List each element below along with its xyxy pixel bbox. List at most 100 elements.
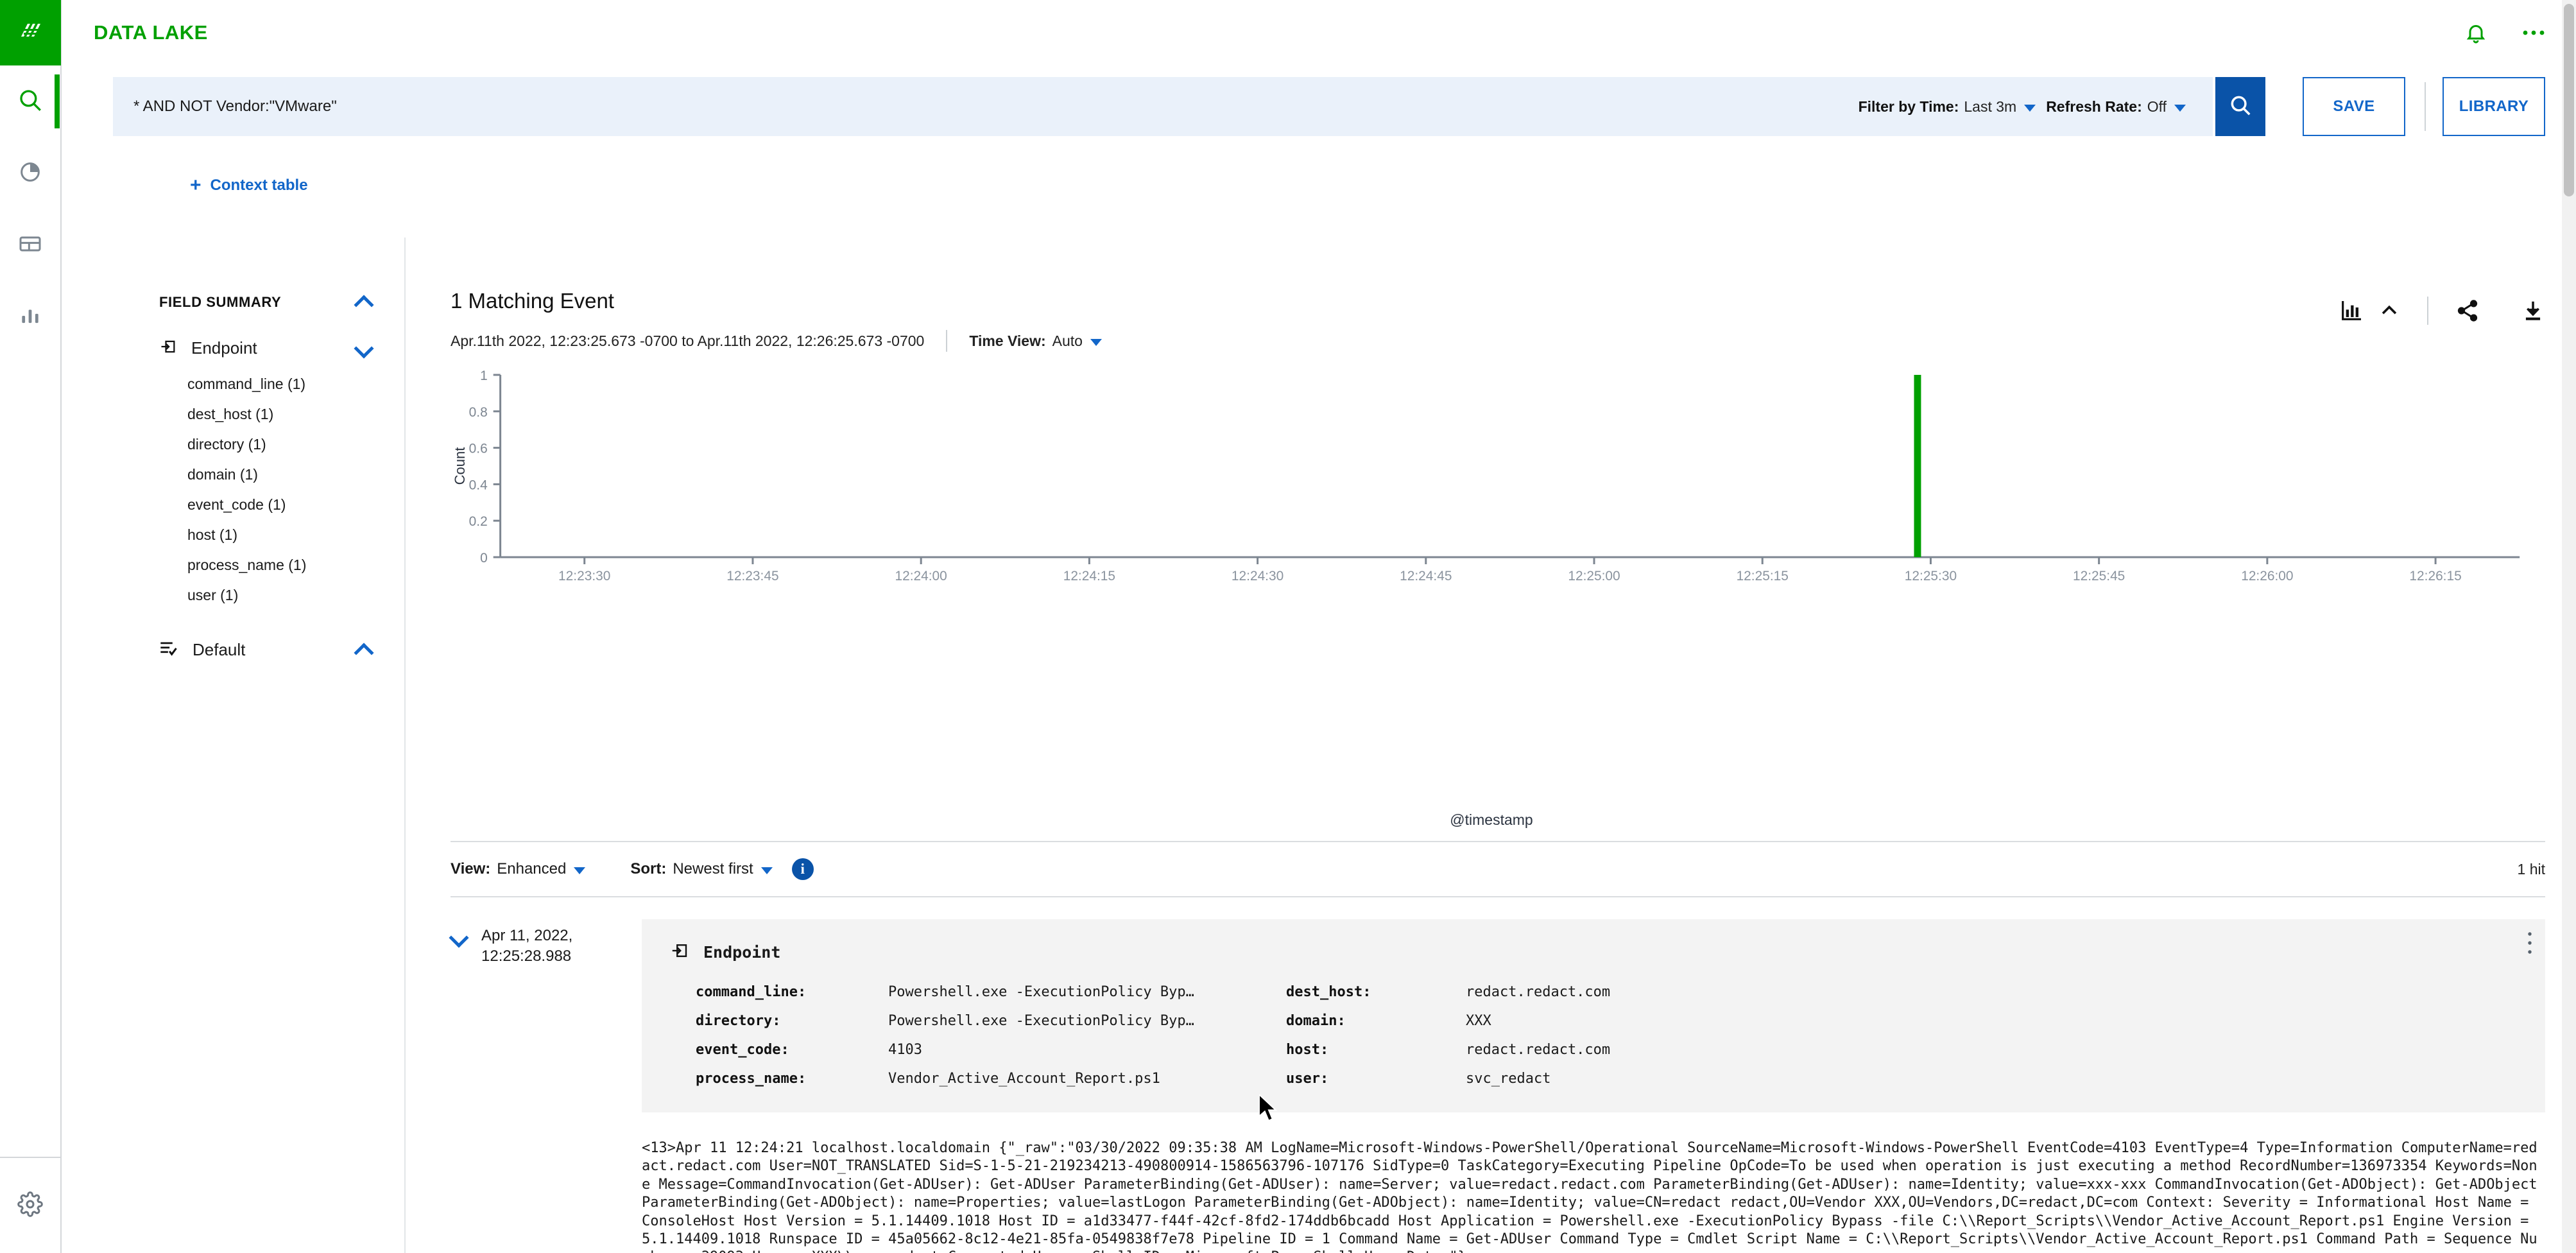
refresh-rate-label: Refresh Rate: xyxy=(2046,98,2142,115)
field-key: domain: xyxy=(1286,1013,1346,1029)
sidebar-item-search[interactable] xyxy=(0,65,61,137)
sidebar-item-dashboards[interactable] xyxy=(0,209,61,281)
divider xyxy=(2427,297,2428,325)
svg-text:12:24:45: 12:24:45 xyxy=(1400,569,1452,580)
svg-text:0.6: 0.6 xyxy=(469,442,488,456)
endpoint-icon xyxy=(159,338,177,359)
field-value: Vendor_Active_Account_Report.ps1 xyxy=(888,1071,1160,1087)
svg-text:12:25:30: 12:25:30 xyxy=(1905,569,1957,580)
time-view-value[interactable]: Auto xyxy=(1052,332,1083,349)
save-button[interactable]: SAVE xyxy=(2303,77,2405,136)
list-item[interactable]: command_line (1) xyxy=(187,376,306,392)
chevron-down-icon[interactable] xyxy=(2024,104,2036,112)
time-filter-group: Filter by Time: Last 3m Refresh Rate: Of… xyxy=(1858,77,2213,136)
field-value: redact.redact.com xyxy=(1466,984,1611,1000)
chart-toolbar xyxy=(2339,289,2545,325)
event-timestamp: Apr 11, 2022, 12:25:28.988 xyxy=(481,926,642,967)
sidebar-item-analytics[interactable] xyxy=(0,137,61,209)
app-header: DATA LAKE xyxy=(62,0,2576,65)
field-value: 4103 xyxy=(888,1042,922,1058)
view-value[interactable]: Enhanced xyxy=(497,860,567,877)
plus-icon: + xyxy=(190,175,202,196)
field-key: directory: xyxy=(696,1013,781,1029)
bell-icon[interactable] xyxy=(2464,21,2487,44)
field-key: dest_host: xyxy=(1286,984,1371,1000)
app-logo-icon xyxy=(16,17,44,49)
scrollbar-thumb[interactable] xyxy=(2564,4,2574,196)
app-logo[interactable] xyxy=(0,0,61,65)
chevron-up-icon[interactable] xyxy=(356,642,372,659)
sidebar-item-settings[interactable] xyxy=(0,1157,61,1253)
field-key: host: xyxy=(1286,1042,1329,1058)
event-timestamp-col: Apr 11, 2022, 12:25:28.988 xyxy=(451,919,642,1253)
view-label: View: xyxy=(451,860,491,877)
filter-by-time-label: Filter by Time: xyxy=(1858,98,1959,115)
chevron-down-icon[interactable] xyxy=(1090,338,1102,346)
chevron-up-icon[interactable] xyxy=(2378,300,2400,322)
event-card-title: Endpoint xyxy=(703,943,781,962)
context-table-label: Context table xyxy=(210,177,308,194)
list-item[interactable]: event_code (1) xyxy=(187,496,286,513)
time-range-row: Apr.11th 2022, 12:23:25.673 -0700 to Apr… xyxy=(451,330,1112,352)
list-item[interactable]: process_name (1) xyxy=(187,557,307,573)
chevron-down-icon[interactable] xyxy=(356,340,372,357)
chevron-down-icon[interactable] xyxy=(451,929,467,946)
search-icon xyxy=(17,87,44,117)
svg-text:0.4: 0.4 xyxy=(469,478,488,492)
field-key: process_name: xyxy=(696,1071,807,1087)
list-item[interactable]: host (1) xyxy=(187,526,237,543)
info-icon[interactable]: i xyxy=(791,858,814,880)
more-vertical-icon[interactable] xyxy=(2525,929,2535,960)
svg-text:12:25:00: 12:25:00 xyxy=(1568,569,1620,580)
field-value: Powershell.exe -ExecutionPolicy Byp… xyxy=(888,1013,1194,1029)
field-value: XXX xyxy=(1466,1013,1491,1029)
list-item[interactable]: dest_host (1) xyxy=(187,406,274,422)
timeline-chart-svg: 0 0.2 0.4 0.6 0.8 1 Count 12:23:30 12:23:45 12:24… xyxy=(452,368,2520,580)
svg-text:12:24:00: 12:24:00 xyxy=(895,569,947,580)
results-main: 1 Matching Event Apr.11th 2022, 12:23:25… xyxy=(407,238,2576,1253)
svg-text:12:23:45: 12:23:45 xyxy=(726,569,778,580)
timeline-chart[interactable]: 0 0.2 0.4 0.6 0.8 1 Count 12:23:30 12:23:45 12:24… xyxy=(451,368,2545,600)
event-field-grid: command_line: Powershell.exe -ExecutionP… xyxy=(670,984,2517,1087)
search-submit-button[interactable] xyxy=(2215,77,2265,136)
sidebar-item-reports[interactable] xyxy=(0,281,61,353)
sort-label: Sort: xyxy=(630,860,667,877)
field-key: command_line: xyxy=(696,984,807,1000)
filter-by-time-value[interactable]: Last 3m xyxy=(1964,98,2017,115)
event-card-header: Endpoint xyxy=(670,941,2517,964)
chart-x-axis-label: @timestamp xyxy=(1450,811,1533,828)
search-bar: * AND NOT Vendor:"VMware" Filter by Time… xyxy=(62,77,2576,136)
field-value: redact.redact.com xyxy=(1466,1042,1611,1058)
svg-text:12:24:15: 12:24:15 xyxy=(1063,569,1115,580)
share-icon[interactable] xyxy=(2455,298,2480,323)
sort-value[interactable]: Newest first xyxy=(673,860,753,877)
chevron-up-icon[interactable] xyxy=(356,294,372,311)
field-group-endpoint[interactable]: Endpoint xyxy=(159,338,372,359)
list-item[interactable]: user (1) xyxy=(187,587,239,603)
list-item[interactable]: domain (1) xyxy=(187,466,258,483)
download-icon[interactable] xyxy=(2521,298,2545,323)
raw-log-text: <13>Apr 11 12:24:21 localhost.localdomai… xyxy=(642,1140,2537,1253)
svg-text:12:25:45: 12:25:45 xyxy=(2073,569,2125,580)
field-summary-title: FIELD SUMMARY xyxy=(159,294,282,310)
list-item[interactable]: directory (1) xyxy=(187,436,266,453)
page-scrollbar[interactable] xyxy=(2562,0,2576,1253)
refresh-rate-value[interactable]: Off xyxy=(2147,98,2167,115)
chevron-down-icon[interactable] xyxy=(760,867,773,874)
svg-text:0: 0 xyxy=(480,551,488,566)
default-list-icon xyxy=(159,640,178,660)
chevron-down-icon[interactable] xyxy=(2174,104,2186,112)
search-input[interactable]: * AND NOT Vendor:"VMware" xyxy=(113,77,1859,136)
library-button[interactable]: LIBRARY xyxy=(2425,77,2545,136)
left-nav-rail xyxy=(0,0,62,1253)
bar-chart-icon[interactable] xyxy=(2339,298,2364,324)
chevron-down-icon[interactable] xyxy=(574,867,586,874)
dashboard-layout-icon xyxy=(17,231,43,260)
time-view-label: Time View: xyxy=(969,332,1046,349)
field-group-default[interactable]: Default xyxy=(159,640,372,660)
event-timestamp-date: Apr 11, 2022, xyxy=(481,927,573,944)
field-list-endpoint: command_line (1) dest_host (1) directory… xyxy=(159,376,372,604)
event-body: Endpoint command_line: Powershell.exe -E… xyxy=(642,919,2545,1253)
add-context-table-button[interactable]: + Context table xyxy=(62,176,308,195)
more-options-icon[interactable] xyxy=(2522,28,2545,37)
